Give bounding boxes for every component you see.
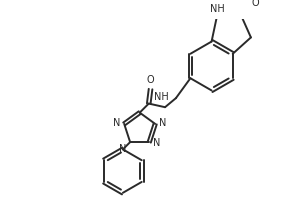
Text: O: O (147, 75, 154, 85)
Text: O: O (252, 0, 260, 8)
Text: N: N (159, 118, 166, 128)
Text: N: N (113, 118, 121, 128)
Text: N: N (119, 144, 127, 154)
Text: N: N (153, 138, 160, 148)
Text: NH: NH (154, 92, 169, 102)
Text: NH: NH (210, 4, 225, 14)
